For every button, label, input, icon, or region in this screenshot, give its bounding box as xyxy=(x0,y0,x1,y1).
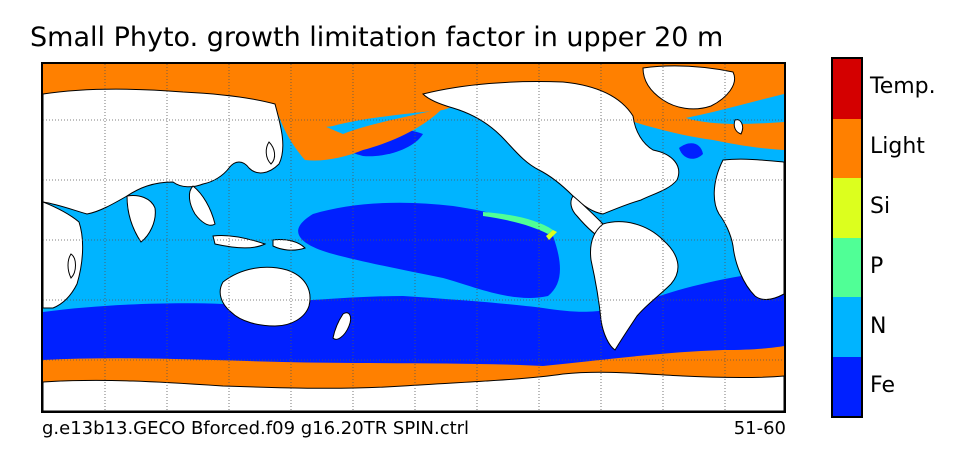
chart-title: Small Phyto. growth limitation factor in… xyxy=(30,22,724,53)
colorbar-segment-fe xyxy=(833,356,861,416)
land-uk xyxy=(733,119,744,135)
colorbar-segment-si xyxy=(833,178,861,238)
colorbar-label-light: Light xyxy=(870,134,925,159)
land-new-guinea xyxy=(272,239,306,251)
colorbar-label-fe: Fe xyxy=(870,373,895,398)
land-south-america xyxy=(590,221,679,351)
land-new-zealand xyxy=(332,312,352,340)
light-north-atlantic xyxy=(603,94,784,150)
colorbar-segment-n xyxy=(833,297,861,357)
colorbar xyxy=(831,57,863,418)
land-indonesia xyxy=(212,235,267,249)
years-label: 51-60 xyxy=(733,418,786,439)
colorbar-label-temp: Temp. xyxy=(870,74,936,99)
land-greenland xyxy=(642,65,735,110)
colorbar-label-n: N xyxy=(870,314,887,339)
map-gridlines xyxy=(43,64,784,411)
si-limited-band xyxy=(546,230,557,240)
p-limited-band xyxy=(483,212,553,234)
land-japan xyxy=(265,141,276,165)
land-se-asia xyxy=(188,185,216,226)
land-africa xyxy=(713,158,784,301)
map-canvas xyxy=(43,64,784,411)
colorbar-segment-p xyxy=(833,237,861,297)
land-madagascar xyxy=(67,253,76,279)
colorbar-segment-temp xyxy=(833,59,861,119)
land-north-america xyxy=(422,81,680,215)
land-africa-west xyxy=(43,201,84,309)
map-panel xyxy=(41,62,786,413)
fe-north-atlantic xyxy=(679,143,703,159)
colorbar-segment-light xyxy=(833,118,861,178)
light-arctic xyxy=(43,64,784,127)
light-north-pacific xyxy=(275,104,443,161)
land-antarctica xyxy=(43,371,784,411)
colorbar-label-p: P xyxy=(870,254,884,279)
colorbar-label-si: Si xyxy=(870,194,891,219)
fe-eastern-pacific xyxy=(298,202,560,299)
land-india xyxy=(126,195,156,243)
run-name-label: g.e13b13.GECO Bforced.f09 g16.20TR SPIN.… xyxy=(42,418,470,439)
land-eurasia xyxy=(43,88,284,215)
